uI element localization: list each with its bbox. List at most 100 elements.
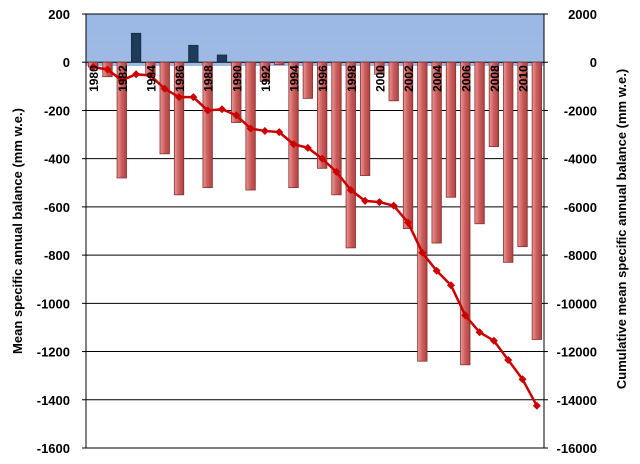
bar-1989	[216, 54, 228, 63]
bar-1986	[173, 61, 185, 196]
cumulative-point-1980	[89, 63, 98, 72]
bar-2007	[474, 61, 485, 225]
cumulative-point-1999	[361, 196, 370, 205]
x-tick-label: 2002	[402, 65, 416, 92]
x-tick-label: 2000	[373, 65, 387, 92]
bar-1994	[288, 61, 299, 188]
cumulative-point-2003	[418, 248, 427, 257]
bar-2006	[460, 61, 471, 366]
cumulative-point-1986	[175, 93, 184, 102]
right-tick-label: -16000	[557, 441, 597, 456]
bar-2001	[388, 61, 399, 102]
cumulative-point-1985	[160, 84, 169, 93]
left-tick-label: -1400	[37, 393, 70, 408]
bar-1990	[231, 61, 242, 123]
bar-1987	[188, 44, 199, 63]
cumulative-point-1990	[232, 111, 241, 120]
bar-1983	[130, 32, 142, 63]
x-tick-label: 1988	[202, 65, 216, 92]
cumulative-point-2009	[504, 355, 513, 364]
bar-1996	[317, 61, 328, 169]
left-tick-label: -800	[44, 248, 70, 263]
right-tick-label: -6000	[564, 200, 597, 215]
bar-1992	[259, 61, 271, 82]
cumulative-point-1987	[189, 93, 198, 102]
x-tick-label: 2008	[488, 65, 502, 92]
left-tick-label: -1200	[37, 345, 70, 360]
bar-1985	[159, 61, 170, 155]
bar-1997	[331, 61, 342, 196]
cumulative-point-1988	[203, 106, 212, 115]
cumulative-point-2006	[461, 311, 470, 320]
cumulative-point-1998	[346, 186, 355, 195]
bar-1982	[116, 61, 127, 179]
cumulative-point-1996	[318, 154, 327, 163]
x-tick-label: 2004	[431, 65, 445, 92]
right-tick-label: -2000	[564, 103, 597, 118]
cumulative-point-1997	[332, 167, 341, 176]
right-tick-label: 2000	[568, 7, 597, 22]
cumulative-point-2002	[404, 218, 413, 227]
bar-2002	[402, 61, 414, 229]
left-axis-title: Mean specific annual balance (mm w.e.)	[10, 108, 25, 354]
cumulative-point-2004	[432, 266, 441, 275]
right-axis-title: Cumulative mean specific annual balance …	[614, 69, 629, 389]
bar-1988	[202, 61, 213, 188]
right-tick-label: -4000	[564, 152, 597, 167]
bar-2003	[417, 61, 428, 362]
left-axis-ticks: 200 0 -200 -400 -600 -800 -1000 -1200 -1400 -1600	[37, 7, 70, 456]
x-tick-label: 2010	[517, 65, 531, 92]
left-tick-label: -1000	[37, 296, 70, 311]
cumulative-point-1983	[132, 70, 141, 79]
cumulative-point-2000	[375, 198, 384, 207]
x-axis-ticks: 1980 1982 1984 1986 1988 1990 1992 1994 1996 1998…	[87, 65, 530, 92]
right-tick-label: -8000	[564, 248, 597, 263]
cumulative-point-1989	[217, 105, 226, 114]
right-tick-label: -14000	[557, 393, 597, 408]
cumulative-point-1994	[289, 140, 298, 149]
cumulative-point-2011	[532, 401, 541, 410]
right-tick-label: -12000	[557, 345, 597, 360]
bar-1993	[274, 61, 285, 66]
left-tick-label: -1600	[37, 441, 70, 456]
cumulative-point-1991	[246, 124, 255, 133]
bar-1999	[359, 61, 371, 176]
cumulative-series	[89, 63, 541, 410]
bar-2010	[517, 61, 528, 248]
cumulative-point-1982	[117, 76, 126, 85]
bar-1998	[345, 61, 356, 249]
left-tick-label: 200	[48, 7, 70, 22]
bar-2004	[431, 61, 442, 244]
cumulative-point-1984	[146, 71, 155, 80]
cumulative-point-1995	[303, 143, 312, 152]
bar-2008	[488, 61, 500, 148]
bar-2005	[445, 61, 457, 198]
bar-2009	[503, 61, 514, 263]
right-axis-ticks: 2000 0 -2000 -4000 -6000 -8000 -10000 -12000 -14…	[557, 7, 597, 456]
left-tick-label: 0	[63, 55, 70, 70]
right-tick-label: -10000	[557, 296, 597, 311]
cumulative-point-2001	[389, 201, 398, 210]
x-tick-label: 1998	[345, 65, 359, 92]
x-tick-label: 1992	[259, 65, 273, 92]
x-tick-label: 1994	[288, 65, 302, 92]
left-tick-label: -400	[44, 152, 70, 167]
cumulative-point-1992	[260, 126, 269, 135]
x-tick-label: 1984	[144, 65, 158, 92]
x-tick-label: 2006	[459, 65, 473, 92]
right-tick-label: 0	[590, 55, 597, 70]
left-tick-label: -600	[44, 200, 70, 215]
cumulative-point-2005	[446, 281, 455, 290]
x-tick-label: 1982	[116, 65, 130, 92]
cumulative-point-2010	[518, 375, 527, 384]
cumulative-point-1993	[275, 128, 284, 137]
left-tick-label: -200	[44, 103, 70, 118]
bar-1995	[302, 61, 313, 99]
cumulative-point-1981	[103, 65, 112, 74]
cumulative-point-2007	[475, 328, 484, 337]
x-tick-label: 1980	[87, 65, 101, 92]
cumulative-point-2008	[489, 336, 498, 345]
bar-series	[88, 32, 542, 366]
x-tick-label: 1996	[316, 65, 330, 92]
